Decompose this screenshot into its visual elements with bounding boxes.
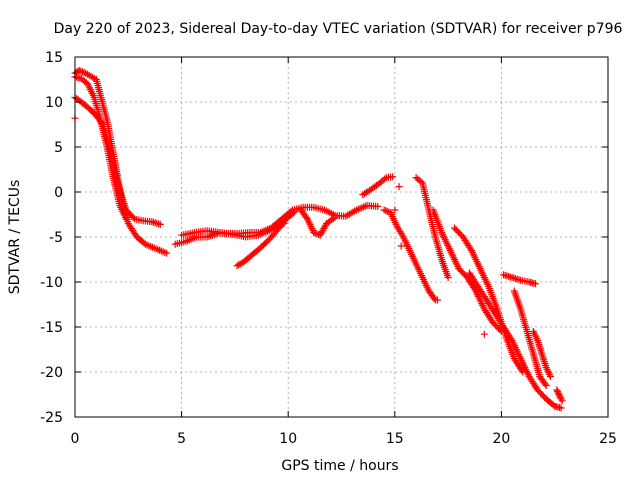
data-point-trace-c (129, 214, 137, 221)
data-point-trace-a (77, 67, 85, 75)
data-point-trace-r (541, 380, 549, 388)
data-point-trace-t (558, 397, 566, 405)
y-tick-label: -20 (40, 365, 63, 381)
data-point-trace-a (75, 67, 83, 74)
data-point-trace-h (329, 214, 337, 222)
data-point-trace-r (542, 382, 550, 389)
data-point-trace-a (80, 69, 88, 77)
data-point-trace-c (98, 119, 106, 127)
axis-ticks (74, 56, 609, 418)
data-point-trace-t (555, 391, 563, 398)
data-point-trace-i (389, 173, 397, 181)
data-point-trace-g (291, 208, 299, 216)
y-axis-label: SDTVAR / TECUs (7, 180, 23, 295)
data-point-trace-v (433, 296, 441, 304)
data-point-trace-t (554, 388, 562, 395)
x-tick-label: 15 (386, 431, 404, 447)
y-tick-label: -15 (40, 320, 63, 336)
data-point-trace-l (397, 242, 405, 250)
x-tick-labels: 0 5 10 15 20 25 (71, 431, 617, 447)
y-tick-labels: 15 10 5 0 -5 -10 -15 -20 -25 (40, 50, 63, 426)
y-tick-label: -10 (40, 275, 63, 291)
data-point-trace-j (380, 206, 388, 214)
data-point-trace-j (382, 207, 390, 215)
x-tick-label: 25 (599, 431, 617, 447)
data-point-trace-e (374, 202, 382, 210)
x-tick-label: 5 (177, 431, 186, 447)
data-point-trace-w (391, 206, 399, 214)
data-point-trace-q (532, 280, 540, 288)
data-point-trace-m (444, 274, 452, 281)
data-points (71, 67, 566, 412)
grid-lines (75, 57, 608, 417)
data-point-trace-t (553, 386, 561, 394)
data-point-trace-a (163, 249, 171, 257)
data-point-trace-u (480, 330, 488, 338)
chart-title: Day 220 of 2023, Sidereal Day-to-day VTE… (54, 21, 623, 37)
data-point-trace-t (554, 389, 562, 397)
y-tick-label: -5 (49, 230, 63, 246)
y-tick-label: -25 (40, 410, 63, 426)
data-point-trace-c (156, 220, 164, 228)
x-axis-label: GPS time / hours (281, 458, 398, 474)
data-point-trace-p (549, 401, 557, 409)
data-point-trace-s (546, 373, 554, 380)
data-point-trace-k (395, 183, 403, 191)
data-point-trace-j (383, 207, 391, 215)
y-tick-label: 10 (45, 95, 63, 111)
data-point-trace-h (310, 229, 318, 236)
x-tick-label: 10 (279, 431, 297, 447)
data-point-trace-a (78, 68, 86, 76)
data-point-trace-g (289, 209, 297, 217)
y-tick-label: 15 (45, 50, 63, 66)
data-point-trace-j (430, 295, 438, 302)
x-tick-label: 0 (71, 431, 80, 447)
y-tick-label: 0 (54, 185, 63, 201)
data-point-trace-i (381, 175, 389, 183)
data-point-trace-h (331, 213, 339, 221)
y-tick-label: 5 (54, 140, 63, 156)
data-point-trace-b (122, 215, 130, 223)
data-point-trace-p (557, 404, 565, 412)
x-tick-label: 20 (492, 431, 510, 447)
data-point-trace-t (556, 392, 564, 400)
